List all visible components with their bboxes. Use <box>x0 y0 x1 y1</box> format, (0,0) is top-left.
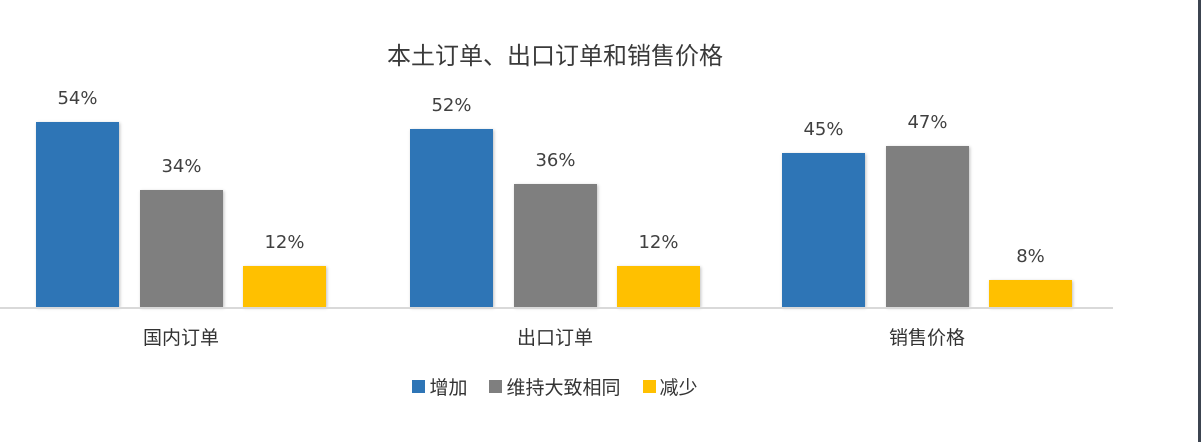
bar[interactable] <box>782 153 865 307</box>
bar[interactable] <box>989 280 1072 307</box>
bar[interactable] <box>36 122 119 307</box>
value-label: 8% <box>1016 246 1045 267</box>
value-label: 34% <box>161 156 202 177</box>
value-label: 52% <box>431 95 472 116</box>
legend-swatch-icon <box>642 380 656 393</box>
legend-item-increase[interactable]: 增加 <box>412 373 467 400</box>
legend-item-same[interactable]: 维持大致相同 <box>489 373 621 400</box>
legend-swatch-icon <box>489 380 503 393</box>
window-border <box>1198 0 1201 442</box>
bar[interactable] <box>410 129 493 307</box>
legend-item-decrease[interactable]: 减少 <box>642 373 698 400</box>
value-label: 12% <box>638 232 679 253</box>
value-label: 12% <box>264 232 305 253</box>
legend-swatch-icon <box>412 380 426 393</box>
bar[interactable] <box>514 184 597 307</box>
category-label: 出口订单 <box>516 327 593 349</box>
value-label: 47% <box>907 112 948 133</box>
bar[interactable] <box>617 266 700 307</box>
category-label: 销售价格 <box>888 327 965 349</box>
value-label: 36% <box>535 150 576 171</box>
legend: 增加 维持大致相同 减少 <box>0 373 1110 400</box>
category-label: 国内订单 <box>142 327 219 349</box>
bar[interactable] <box>886 146 969 307</box>
legend-label: 维持大致相同 <box>506 377 621 399</box>
legend-label: 增加 <box>429 377 468 399</box>
bar[interactable] <box>140 190 223 307</box>
x-axis-line <box>0 307 1113 309</box>
bar[interactable] <box>243 266 326 307</box>
chart-title: 本土订单、出口订单和销售价格 <box>387 42 723 70</box>
value-label: 45% <box>803 119 844 140</box>
legend-label: 减少 <box>659 377 698 399</box>
value-label: 54% <box>57 88 98 109</box>
